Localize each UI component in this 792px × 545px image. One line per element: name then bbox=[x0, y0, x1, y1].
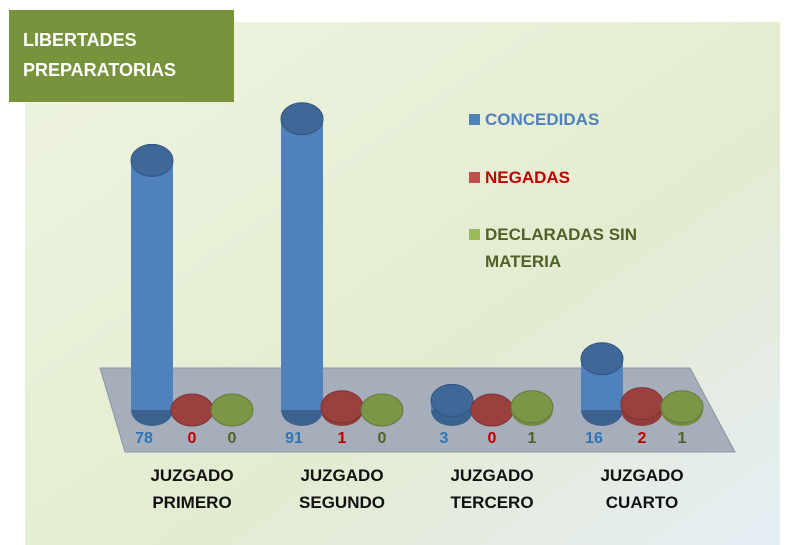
cylinder bbox=[470, 393, 514, 427]
value-label: 1 bbox=[678, 430, 687, 447]
legend-label: CONCEDIDAS bbox=[485, 110, 600, 129]
cylinder bbox=[430, 383, 474, 426]
cylinder-top bbox=[430, 383, 474, 417]
value-label: 3 bbox=[440, 430, 449, 447]
cylinder bbox=[280, 102, 324, 426]
x-tick-label: JUZGADO PRIMERO bbox=[150, 466, 234, 512]
cylinder bbox=[130, 143, 174, 426]
cylinder bbox=[170, 393, 214, 427]
cylinder-top bbox=[130, 143, 174, 177]
legend-swatch bbox=[469, 229, 480, 240]
cylinder-top bbox=[620, 387, 664, 421]
x-tick-label: JUZGADO TERCERO bbox=[450, 466, 534, 512]
legend-swatch bbox=[469, 172, 480, 183]
cylinder-top bbox=[360, 393, 404, 427]
cylinder bbox=[660, 390, 704, 426]
legend-swatch bbox=[469, 114, 480, 125]
cylinder-top bbox=[280, 102, 324, 136]
cylinder-top bbox=[320, 390, 364, 424]
cylinder-top bbox=[470, 393, 514, 427]
legend-label: NEGADAS bbox=[485, 168, 571, 187]
value-label: 1 bbox=[528, 430, 537, 447]
value-label: 1 bbox=[338, 430, 347, 447]
floor bbox=[99, 367, 736, 453]
cylinder-top bbox=[210, 393, 254, 427]
value-label: 0 bbox=[488, 430, 497, 447]
x-tick-label: JUZGADO SEGUNDO bbox=[299, 466, 385, 512]
cylinder-top bbox=[170, 393, 214, 427]
cylinder-body bbox=[281, 118, 323, 411]
chart-title: LIBERTADES PREPARATORIAS bbox=[9, 10, 234, 102]
cylinder-top bbox=[660, 390, 704, 424]
value-label: 78 bbox=[135, 430, 153, 447]
legend-label: DECLARADAS SIN MATERIA bbox=[485, 225, 638, 271]
value-label: 0 bbox=[188, 430, 197, 447]
value-label: 0 bbox=[228, 430, 237, 447]
value-label: 0 bbox=[378, 430, 387, 447]
value-label: 2 bbox=[638, 430, 647, 447]
value-label: 91 bbox=[285, 430, 303, 447]
cylinder-top bbox=[510, 390, 554, 424]
cylinder-body bbox=[131, 160, 173, 410]
cylinder bbox=[210, 393, 254, 427]
cylinder bbox=[510, 390, 554, 426]
cylinder bbox=[360, 393, 404, 427]
cylinder-top bbox=[580, 342, 624, 376]
value-label: 16 bbox=[585, 430, 603, 447]
x-tick-label: JUZGADO CUARTO bbox=[600, 466, 684, 512]
cylinder bbox=[580, 342, 624, 426]
cylinder bbox=[320, 390, 364, 426]
cylinder bbox=[620, 387, 664, 426]
